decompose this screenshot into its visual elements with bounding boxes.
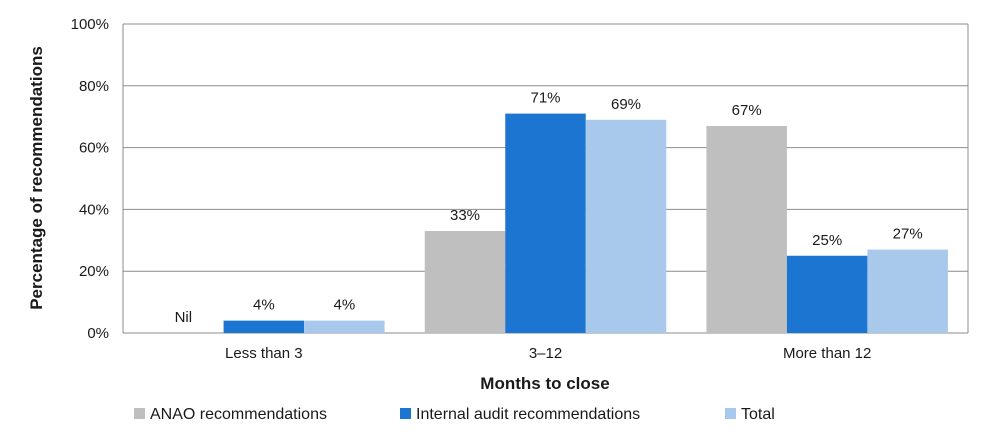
legend: ANAO recommendations Internal audit recom… [134,406,775,423]
y-tick-label: 60% [79,140,109,157]
y-tick-label: 80% [79,78,109,95]
data-label: 27% [893,226,923,243]
bar [304,320,385,333]
bar [786,255,868,333]
legend-swatch [400,408,411,419]
y-tick-label: 0% [87,325,109,342]
data-label: 4% [253,297,275,314]
bar [706,125,787,333]
x-tick-labels: Less than 3 3–12 More than 12 [225,345,871,362]
bar [585,119,667,333]
legend-swatch [725,408,736,419]
bars [223,113,948,333]
bar [867,249,948,333]
data-label: Nil [175,309,193,326]
legend-label: Total [741,406,775,423]
x-tick-label: Less than 3 [225,345,303,362]
y-tick-label: 20% [79,263,109,280]
x-tick-label: More than 12 [783,345,871,362]
x-axis-title: Months to close [480,374,609,393]
legend-label: Internal audit recommendations [416,406,640,423]
data-label: 71% [530,90,560,107]
data-label: 4% [333,297,355,314]
y-tick-label: 40% [79,201,109,218]
y-axis-title: Percentage of recommendations [27,46,46,310]
x-tick-label: 3–12 [529,345,562,362]
y-tick-labels: 0% 20% 40% 60% 80% 100% [71,16,109,342]
data-label: 69% [611,96,641,113]
data-label: 67% [732,102,762,119]
data-label: 33% [450,207,480,224]
legend-swatch [134,408,145,419]
bar [505,113,586,333]
data-label: 25% [812,232,842,249]
y-tick-label: 100% [71,16,109,33]
legend-label: ANAO recommendations [150,406,327,423]
data-labels: Nil 4% 4% 33% 71% 69% 67% 25% 27% [175,90,923,326]
bar [424,231,506,333]
bar [223,320,305,333]
